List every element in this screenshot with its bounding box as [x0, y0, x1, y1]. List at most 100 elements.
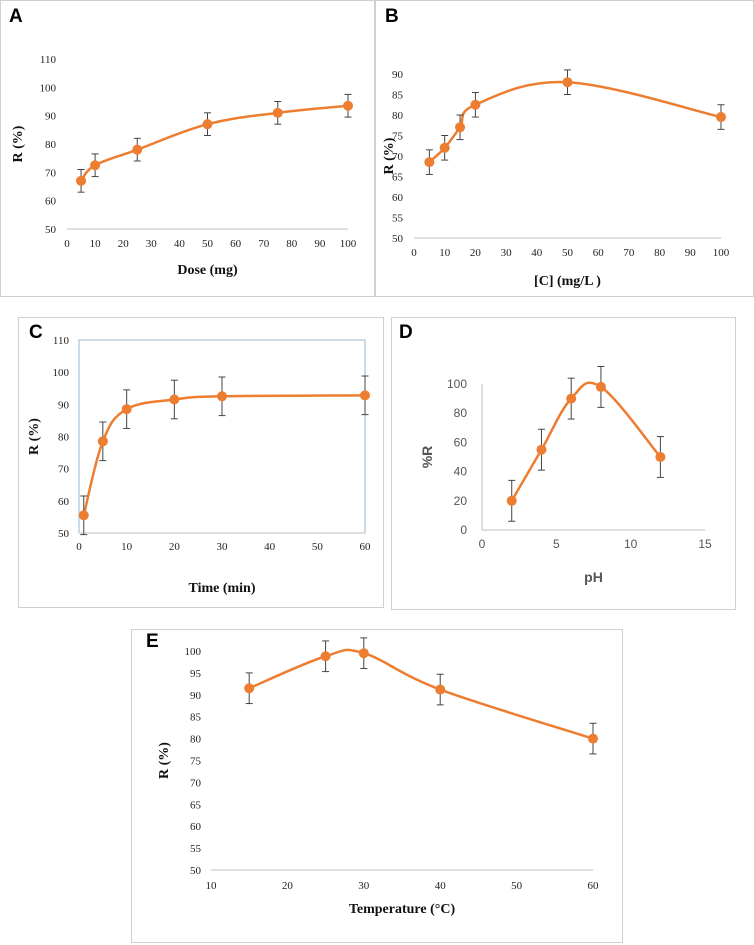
data-point	[424, 157, 435, 168]
x-tick-label: 90	[314, 238, 326, 250]
x-axis-title: pH	[584, 569, 603, 585]
x-tick-label: 60	[593, 247, 605, 259]
y-tick-label: 50	[58, 528, 70, 540]
data-point	[562, 77, 573, 88]
x-tick-label: 5	[553, 537, 560, 551]
y-tick-label: 55	[190, 843, 202, 855]
y-tick-label: 65	[392, 172, 404, 184]
y-tick-label: 50	[190, 865, 202, 877]
y-tick-label: 80	[58, 432, 70, 444]
x-tick-label: 20	[169, 541, 181, 553]
x-tick-label: 40	[264, 541, 276, 553]
x-tick-label: 10	[121, 541, 133, 553]
data-point	[121, 404, 132, 415]
y-tick-label: 50	[392, 233, 404, 245]
x-tick-label: 0	[64, 238, 70, 250]
data-point	[655, 452, 666, 462]
data-point	[435, 684, 446, 695]
x-tick-label: 20	[470, 247, 482, 259]
x-tick-label: 0	[411, 247, 417, 259]
x-tick-label: 50	[511, 880, 523, 892]
data-point	[244, 683, 255, 694]
data-point	[343, 100, 353, 111]
data-point	[360, 390, 370, 401]
y-axis-title: R (%)	[157, 742, 172, 779]
y-tick-label: 70	[392, 151, 404, 163]
x-tick-label: 10	[90, 238, 102, 250]
x-tick-label: 30	[217, 541, 229, 553]
y-tick-label: 110	[53, 335, 70, 347]
x-tick-label: 15	[698, 537, 712, 551]
y-tick-label: 60	[45, 196, 57, 208]
x-tick-label: 40	[435, 880, 447, 892]
data-point	[90, 160, 101, 171]
y-tick-label: 70	[190, 777, 202, 789]
data-point	[132, 144, 143, 155]
x-tick-label: 70	[623, 247, 635, 259]
data-point	[97, 436, 108, 447]
data-point	[536, 444, 547, 455]
y-tick-label: 95	[190, 668, 202, 680]
x-tick-label: 10	[439, 247, 451, 259]
x-tick-label: 40	[531, 247, 543, 259]
y-tick-label: 80	[190, 734, 202, 746]
y-tick-label: 100	[447, 377, 467, 391]
data-point	[358, 648, 369, 659]
x-tick-label: 30	[146, 238, 158, 250]
y-tick-label: 100	[40, 82, 57, 94]
x-tick-label: 60	[588, 880, 600, 892]
x-tick-label: 100	[713, 247, 730, 259]
series-line	[82, 394, 366, 516]
x-axis-title: Time (min)	[188, 581, 255, 596]
y-tick-label: 90	[58, 399, 70, 411]
series-line	[248, 648, 594, 740]
y-axis-title: R (%)	[27, 418, 42, 455]
panel-a-letter: A	[9, 6, 23, 27]
panel-e-letter: E	[146, 631, 159, 652]
y-tick-label: 60	[392, 192, 404, 204]
data-point	[320, 651, 331, 662]
x-tick-label: 50	[562, 247, 574, 259]
x-tick-label: 50	[202, 238, 214, 250]
y-tick-label: 110	[40, 54, 57, 66]
chart-b: 0 10 20 30 40 50 60 70 80 90 100 50 55 60 65 70 75 80 85 90…	[382, 69, 730, 289]
y-axis-title: R (%)	[382, 137, 397, 174]
panel-d	[391, 317, 736, 610]
x-tick-label: 70	[258, 238, 270, 250]
x-tick-label: 20	[118, 238, 130, 250]
data-point	[566, 393, 577, 404]
y-tick-label: 0	[460, 523, 467, 537]
x-tick-label: 40	[174, 238, 186, 250]
data-point	[76, 175, 87, 186]
data-point	[455, 122, 466, 133]
x-tick-label: 50	[312, 541, 324, 553]
data-point	[506, 495, 517, 506]
data-point	[470, 99, 481, 110]
x-axis-title: Dose (mg)	[177, 263, 238, 278]
x-axis-title: [C] (mg/L )	[534, 274, 601, 289]
y-tick-label: 100	[53, 367, 70, 379]
chart-d: 0 5 10 15 0 20 40 60 80 100 pH %R	[419, 365, 712, 585]
x-tick-label: 80	[286, 238, 298, 250]
y-tick-label: 50	[45, 224, 57, 236]
panel-b-letter: B	[385, 6, 399, 27]
chart-c: 0 10 20 30 40 50 60 50 60 70 80 90 100 110 Time (min) R…	[27, 335, 372, 596]
y-tick-label: 80	[454, 406, 468, 420]
panel-a	[0, 0, 375, 297]
y-tick-label: 90	[45, 111, 57, 123]
x-tick-label: 10	[206, 880, 218, 892]
x-tick-label: 60	[230, 238, 242, 250]
x-tick-label: 80	[654, 247, 666, 259]
x-tick-label: 10	[624, 537, 638, 551]
panel-c-letter: C	[29, 322, 43, 343]
y-tick-label: 65	[190, 799, 202, 811]
x-tick-label: 30	[358, 880, 370, 892]
y-tick-label: 70	[58, 464, 70, 476]
x-tick-label: 60	[360, 541, 372, 553]
y-tick-label: 85	[190, 712, 202, 724]
y-tick-label: 80	[392, 110, 404, 122]
x-tick-label: 0	[479, 537, 486, 551]
x-tick-label: 30	[501, 247, 513, 259]
panel-d-letter: D	[399, 322, 413, 343]
